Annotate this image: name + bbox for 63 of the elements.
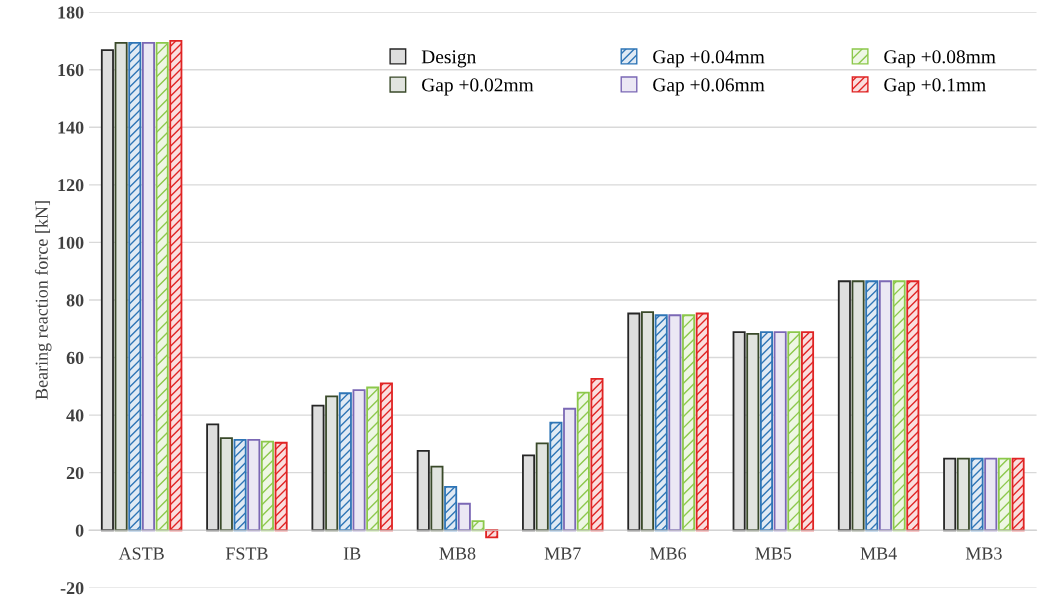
bar bbox=[970, 457, 984, 532]
bar bbox=[997, 457, 1011, 532]
x-tick-label: MB3 bbox=[965, 547, 1002, 560]
y-tick-label: 20 bbox=[66, 466, 84, 480]
bar bbox=[444, 485, 458, 532]
legend-label: Gap +0.06mm bbox=[653, 78, 765, 96]
y-tick-label: 140 bbox=[58, 121, 84, 134]
bar bbox=[906, 280, 920, 532]
y-tick-label: 160 bbox=[58, 63, 84, 77]
legend-label: Gap +0.08mm bbox=[884, 50, 996, 68]
bar bbox=[892, 280, 906, 532]
x-tick-label: MB5 bbox=[755, 547, 792, 560]
bar bbox=[549, 421, 563, 532]
bar bbox=[878, 280, 892, 532]
y-tick-label: 120 bbox=[58, 179, 84, 192]
y-tick-label: -20 bbox=[60, 582, 84, 595]
bar bbox=[247, 438, 261, 532]
bar bbox=[338, 392, 352, 532]
x-tick-label: ASTB bbox=[118, 547, 164, 560]
y-tick-label: 80 bbox=[66, 294, 84, 307]
bar bbox=[379, 382, 393, 532]
bar bbox=[260, 440, 274, 532]
y-tick-label: 180 bbox=[58, 6, 84, 19]
y-tick-label: 100 bbox=[58, 236, 84, 249]
bar bbox=[471, 520, 485, 532]
bar bbox=[128, 42, 142, 532]
bar bbox=[801, 331, 815, 532]
x-tick-label: MB7 bbox=[544, 547, 581, 560]
bar bbox=[274, 441, 288, 532]
bar bbox=[865, 280, 879, 532]
bar bbox=[773, 331, 787, 532]
bar bbox=[352, 389, 366, 532]
bar bbox=[1011, 457, 1025, 532]
legend-label: Gap +0.04mm bbox=[653, 50, 765, 68]
x-tick-label: MB8 bbox=[439, 547, 476, 560]
legend-label: Design bbox=[421, 50, 477, 68]
bar bbox=[682, 314, 696, 532]
y-tick-label: 0 bbox=[75, 524, 84, 537]
bar bbox=[984, 457, 998, 532]
y-tick-label: 60 bbox=[66, 351, 84, 364]
bar bbox=[485, 529, 499, 539]
y-tick-label: 40 bbox=[66, 409, 84, 422]
bar bbox=[457, 502, 471, 532]
legend-label: Gap +0.1mm bbox=[884, 78, 986, 96]
bar bbox=[563, 407, 577, 532]
bar bbox=[576, 391, 590, 532]
bar bbox=[787, 331, 801, 532]
x-tick-label: IB bbox=[343, 547, 361, 560]
x-tick-label: MB4 bbox=[860, 547, 897, 560]
bar bbox=[141, 42, 155, 532]
legend-label: Gap +0.02mm bbox=[422, 78, 534, 96]
x-tick-label: FSTB bbox=[225, 547, 268, 560]
bar bbox=[759, 331, 773, 532]
bar bbox=[233, 438, 247, 532]
bar bbox=[668, 314, 682, 532]
bar bbox=[654, 314, 668, 532]
x-tick-label: MB6 bbox=[650, 547, 687, 560]
bar bbox=[155, 42, 169, 532]
bar bbox=[169, 40, 183, 532]
bar bbox=[590, 377, 604, 532]
y-axis-title: Bearing reaction force [kN] bbox=[34, 201, 52, 400]
bar bbox=[695, 312, 709, 532]
bar bbox=[366, 386, 380, 532]
